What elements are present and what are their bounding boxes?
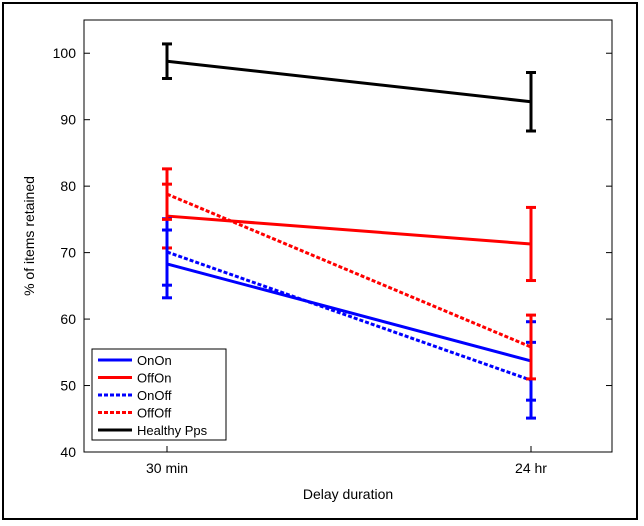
legend-label: OffOff xyxy=(137,406,172,421)
plot-area xyxy=(83,19,613,453)
y-tick-label: 40 xyxy=(60,444,76,460)
legend-label: OnOn xyxy=(137,353,172,368)
y-tick-label: 60 xyxy=(60,311,76,327)
x-tick-label: 24 hr xyxy=(515,460,547,476)
y-tick-label: 100 xyxy=(53,45,77,61)
y-tick-label: 70 xyxy=(60,245,76,261)
x-tick-label: 30 min xyxy=(146,460,188,476)
y-tick-label: 80 xyxy=(60,178,76,194)
series-line-healthy-pps xyxy=(166,59,532,104)
figure-frame xyxy=(2,2,638,520)
y-tick-label: 90 xyxy=(60,112,76,128)
legend-label: Healthy Pps xyxy=(137,423,208,438)
legend xyxy=(91,348,227,441)
legend-label: OffOn xyxy=(137,371,171,386)
series-line-offon xyxy=(166,214,532,246)
y-tick-label: 50 xyxy=(60,378,76,394)
legend-label: OnOff xyxy=(137,388,172,403)
y-axis-label: % of items retained xyxy=(21,176,37,296)
series-line-onoff xyxy=(166,250,532,382)
series-line-onon xyxy=(166,262,532,363)
x-axis-label: Delay duration xyxy=(303,486,393,502)
